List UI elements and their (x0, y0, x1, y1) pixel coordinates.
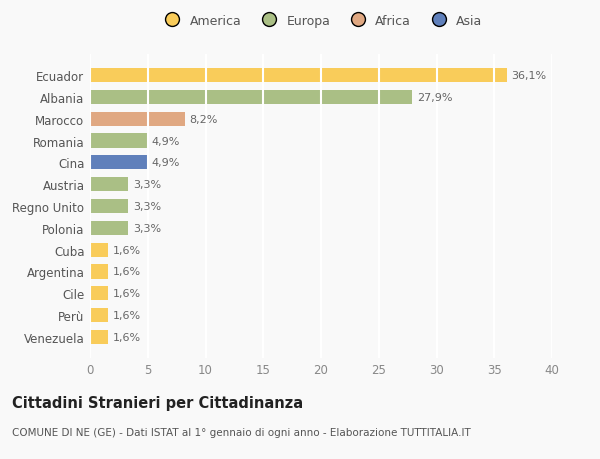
Text: Cittadini Stranieri per Cittadinanza: Cittadini Stranieri per Cittadinanza (12, 395, 303, 410)
Bar (90, 308, 109, 323)
Bar (90, 90, 412, 105)
Bar (90, 156, 146, 170)
Text: COMUNE DI NE (GE) - Dati ISTAT al 1° gennaio di ogni anno - Elaborazione TUTTITA: COMUNE DI NE (GE) - Dati ISTAT al 1° gen… (12, 427, 471, 437)
Text: 4,9%: 4,9% (151, 136, 179, 146)
Text: 3,3%: 3,3% (133, 202, 161, 212)
Text: 27,9%: 27,9% (417, 93, 452, 103)
Bar (90, 330, 109, 344)
Text: 36,1%: 36,1% (512, 71, 547, 81)
Text: 1,6%: 1,6% (113, 245, 141, 255)
Text: 8,2%: 8,2% (190, 114, 218, 124)
Text: 1,6%: 1,6% (113, 267, 141, 277)
Bar (90, 243, 109, 257)
Bar (90, 178, 128, 192)
Bar (90, 69, 507, 83)
Text: 1,6%: 1,6% (113, 310, 141, 320)
Text: 4,9%: 4,9% (151, 158, 179, 168)
Bar (90, 134, 146, 148)
Text: 1,6%: 1,6% (113, 332, 141, 342)
Bar (90, 265, 109, 279)
Text: 1,6%: 1,6% (113, 289, 141, 299)
Bar (90, 286, 109, 301)
Bar (90, 112, 185, 127)
Text: 3,3%: 3,3% (133, 180, 161, 190)
Bar (90, 200, 128, 213)
Text: 3,3%: 3,3% (133, 224, 161, 233)
Bar (90, 221, 128, 235)
Legend: America, Europa, Africa, Asia: America, Europa, Africa, Asia (155, 10, 487, 33)
